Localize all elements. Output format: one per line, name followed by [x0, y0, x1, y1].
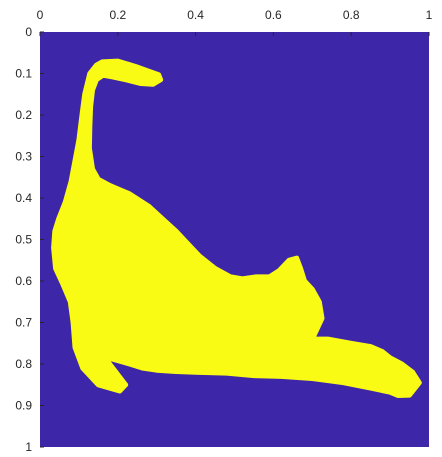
x-tick-label: 0.8	[343, 8, 360, 22]
y-tick-label: 0.6	[15, 274, 32, 288]
x-tick-label: 0.6	[265, 8, 282, 22]
y-tick-label: 0	[25, 25, 32, 39]
y-tick-label: 0.2	[15, 108, 32, 122]
x-axis-ticks	[39, 32, 430, 36]
x-tick-label: 0	[37, 8, 44, 22]
x-axis-tick-labels: 0 0.2 0.4 0.6 0.8 1	[37, 8, 433, 22]
cat-silhouette-region	[51, 58, 422, 398]
y-tick-label: 0.5	[15, 233, 32, 247]
y-axis-tick-labels: 0 0.1 0.2 0.3 0.4 0.5 0.6 0.7 0.8 0.9 1	[15, 25, 32, 454]
x-tick-label: 0.4	[187, 8, 204, 22]
y-tick-label: 0.9	[15, 399, 32, 413]
y-tick-label: 0.4	[15, 191, 32, 205]
y-tick-label: 0.7	[15, 316, 32, 330]
y-tick-label: 0.1	[15, 67, 32, 81]
y-axis-ticks	[40, 31, 44, 448]
y-tick-label: 1	[25, 440, 32, 454]
y-tick-label: 0.8	[15, 357, 32, 371]
x-tick-label: 0.2	[109, 8, 126, 22]
x-tick-label: 1	[426, 8, 433, 22]
y-tick-label: 0.3	[15, 150, 32, 164]
